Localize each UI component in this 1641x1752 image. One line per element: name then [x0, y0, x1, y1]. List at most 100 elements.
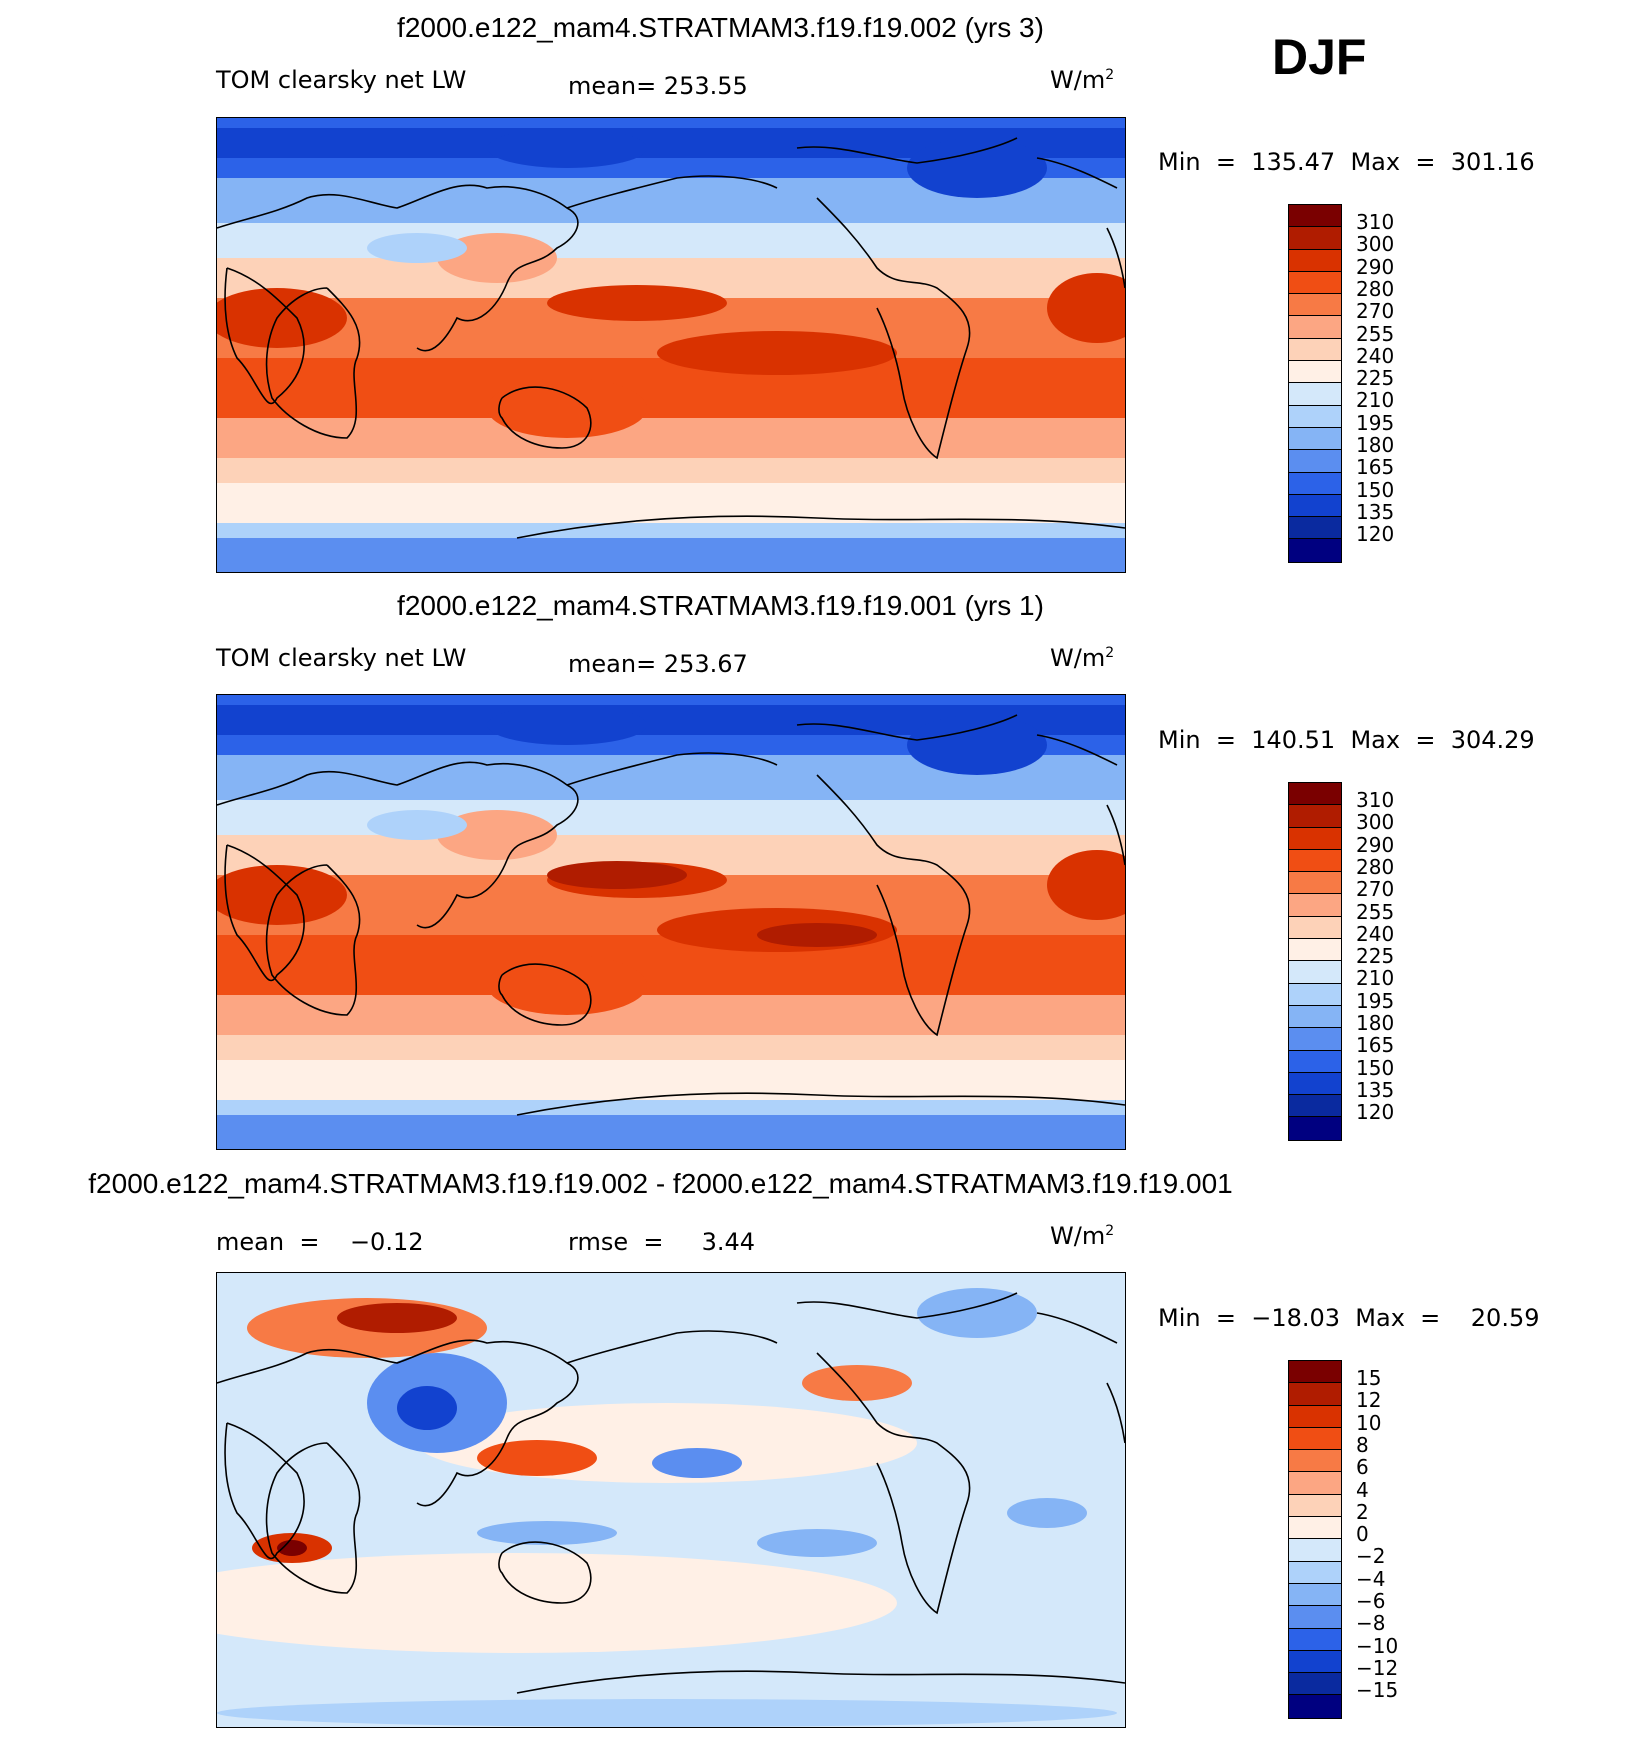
- colorbar-tick-label: 210: [1356, 966, 1395, 991]
- colorbar-tick-label: 10: [1356, 1410, 1382, 1435]
- colorbar-tick-label: 225: [1356, 944, 1395, 969]
- colorbar-swatch: [1289, 961, 1341, 984]
- colorbar-tick-label: −10: [1356, 1633, 1399, 1658]
- colorbar-swatch: [1289, 1539, 1341, 1562]
- colorbar-swatch: [1289, 1427, 1341, 1451]
- colorbar-tick-label: 310: [1356, 788, 1395, 812]
- colorbar-swatch: [1289, 249, 1341, 272]
- colorbar-swatch: [1289, 450, 1341, 473]
- season-label: DJF: [1272, 29, 1367, 85]
- units-label: W/m2: [1050, 1222, 1115, 1250]
- colorbar-swatch: [1289, 539, 1341, 562]
- variable-label: TOM clearsky net LW: [216, 66, 467, 94]
- colorbar-tick-label: 195: [1356, 988, 1395, 1013]
- colorbar-swatch: [1289, 1695, 1341, 1718]
- colorbar-tick-label: 300: [1356, 810, 1395, 835]
- colorbar-swatch: [1289, 427, 1341, 451]
- colorbar-swatch: [1289, 1650, 1341, 1674]
- colorbar-tick-label: 290: [1356, 832, 1395, 857]
- mean-label: mean = −0.12: [216, 1228, 424, 1256]
- colorbar-swatch: [1289, 405, 1341, 428]
- units-label: W/m2: [1050, 644, 1115, 672]
- colorbar-tick-label: 240: [1356, 921, 1395, 946]
- colorbar-swatch: [1289, 205, 1341, 228]
- panel-title: f2000.e122_mam4.STRATMAM3.f19.f19.001 (y…: [397, 590, 1044, 621]
- colorbar-tick-label: 240: [1356, 343, 1395, 368]
- colorbar-swatch: [1289, 894, 1341, 917]
- colorbar-swatch: [1289, 1673, 1341, 1696]
- colorbar-tick-label: 300: [1356, 232, 1395, 257]
- colorbar-tick-label: 290: [1356, 254, 1395, 279]
- map-panel-3: [216, 1272, 1126, 1728]
- colorbar-swatch: [1289, 783, 1341, 806]
- colorbar-swatch: [1289, 849, 1341, 873]
- colorbar-tick-label: 120: [1356, 522, 1395, 547]
- colorbar-tick-label: −4: [1356, 1566, 1386, 1591]
- map-panel-1: [216, 117, 1126, 573]
- colorbar-swatch: [1289, 1472, 1341, 1495]
- map-panel-2: [216, 694, 1126, 1150]
- colorbar-swatch: [1289, 1117, 1341, 1140]
- colorbar-tick-label: 150: [1356, 477, 1395, 502]
- minmax-label: Min = 140.51 Max = 304.29: [1158, 726, 1535, 754]
- colorbar-tick-label: −8: [1356, 1611, 1386, 1636]
- colorbar-swatch: [1289, 271, 1341, 295]
- panel-title: f2000.e122_mam4.STRATMAM3.f19.f19.002 (y…: [397, 12, 1044, 43]
- colorbar-swatch: [1289, 1450, 1341, 1473]
- colorbar-swatch: [1289, 1405, 1341, 1428]
- colorbar-swatch: [1289, 517, 1341, 540]
- colorbar-swatch: [1289, 827, 1341, 850]
- colorbar-tick-label: 280: [1356, 854, 1395, 879]
- mean-label: mean= 253.55: [568, 72, 748, 100]
- colorbar-swatch: [1289, 472, 1341, 495]
- colorbar-swatch: [1289, 1606, 1341, 1629]
- colorbar-swatch: [1289, 1050, 1341, 1073]
- colorbar-tick-label: 15: [1356, 1366, 1382, 1390]
- colorbar-tick-label: 6: [1356, 1455, 1369, 1480]
- colorbar-tick-label: −2: [1356, 1544, 1386, 1569]
- minmax-label: Min = −18.03 Max = 20.59: [1158, 1304, 1540, 1332]
- colorbar-swatch: [1289, 1494, 1341, 1518]
- colorbar-swatch: [1289, 939, 1341, 962]
- colorbar-tick-label: 310: [1356, 210, 1395, 234]
- colorbar-tick-label: 0: [1356, 1522, 1369, 1547]
- colorbar-swatch: [1289, 294, 1341, 317]
- minmax-label: Min = 135.47 Max = 301.16: [1158, 148, 1535, 176]
- colorbar-tick-label: 165: [1356, 455, 1395, 480]
- colorbar-tick-label: 4: [1356, 1477, 1369, 1502]
- colorbar-tick-label: 225: [1356, 366, 1395, 391]
- colorbar-swatch: [1289, 1072, 1341, 1096]
- colorbar-tick-label: 180: [1356, 1011, 1395, 1035]
- colorbar-tick-label: 280: [1356, 276, 1395, 301]
- colorbar-swatch: [1289, 494, 1341, 518]
- colorbar-swatch: [1289, 1561, 1341, 1584]
- rmse-label: rmse = 3.44: [568, 1228, 756, 1256]
- colorbar-tick-label: 165: [1356, 1033, 1395, 1058]
- colorbar-swatch: [1289, 916, 1341, 940]
- colorbar-tick-label: −6: [1356, 1589, 1386, 1613]
- colorbar-swatch: [1289, 1361, 1341, 1384]
- variable-label: TOM clearsky net LW: [216, 644, 467, 672]
- colorbar-tick-label: 180: [1356, 433, 1395, 457]
- colorbar-tick-label: 270: [1356, 299, 1395, 324]
- colorbar-tick-label: 270: [1356, 877, 1395, 902]
- colorbar-tick-label: 12: [1356, 1388, 1382, 1413]
- colorbar-tick-label: 135: [1356, 1077, 1395, 1102]
- colorbar-swatch: [1289, 1583, 1341, 1607]
- colorbar-tick-label: 150: [1356, 1055, 1395, 1080]
- colorbar-swatch: [1289, 1383, 1341, 1406]
- colorbar-tick-label: 255: [1356, 899, 1395, 924]
- colorbar-swatch: [1289, 983, 1341, 1006]
- panel-title: f2000.e122_mam4.STRATMAM3.f19.f19.002 - …: [88, 1168, 1233, 1199]
- colorbar-swatch: [1289, 805, 1341, 828]
- colorbar-tick-label: −15: [1356, 1678, 1399, 1703]
- colorbar-swatch: [1289, 1005, 1341, 1029]
- colorbar-tick-label: 120: [1356, 1100, 1395, 1125]
- colorbar: [1288, 782, 1342, 1141]
- colorbar-tick-label: −12: [1356, 1655, 1399, 1680]
- colorbar-swatch: [1289, 872, 1341, 895]
- colorbar-swatch: [1289, 383, 1341, 406]
- colorbar-swatch: [1289, 1095, 1341, 1118]
- colorbar-tick-label: 210: [1356, 388, 1395, 413]
- colorbar-tick-label: 135: [1356, 499, 1395, 524]
